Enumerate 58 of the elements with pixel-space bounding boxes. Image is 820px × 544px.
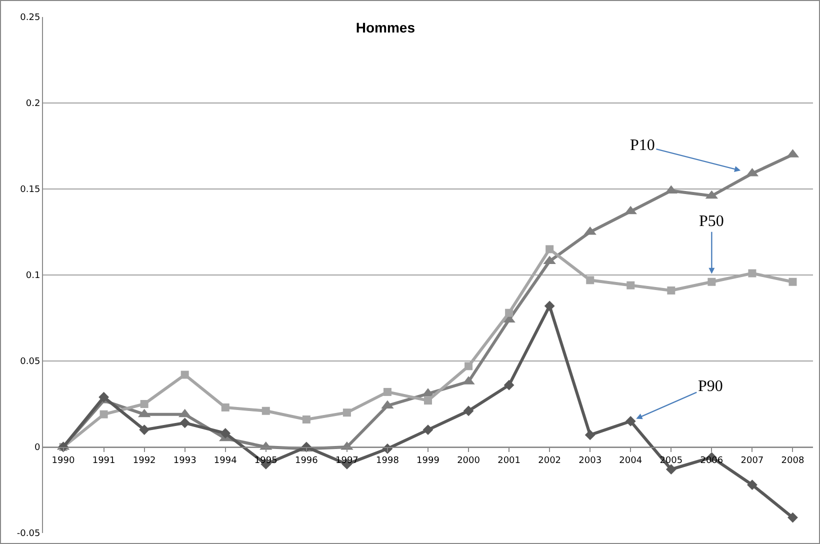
x-tick-label: 1991 — [92, 456, 116, 466]
point — [504, 380, 514, 390]
point — [747, 480, 758, 490]
point — [180, 370, 189, 379]
x-tick-label: 2003 — [578, 456, 602, 466]
x-tick-label: 2008 — [781, 456, 804, 466]
point — [422, 424, 434, 435]
y-tick-label: 0.1 — [26, 271, 40, 282]
point — [584, 430, 596, 440]
x-tick-label: 1992 — [132, 456, 156, 466]
point — [100, 410, 108, 418]
point — [180, 418, 190, 428]
x-tick-label: 2002 — [538, 456, 562, 466]
point — [98, 392, 109, 402]
x-tick-label: 1999 — [416, 456, 440, 466]
x-tick-label: 2001 — [498, 456, 521, 466]
y-tick-label: 0.05 — [20, 357, 40, 368]
point — [424, 396, 432, 405]
point — [625, 416, 636, 426]
point — [464, 362, 473, 370]
point — [708, 278, 716, 286]
point — [626, 281, 635, 290]
annotation: P10 — [630, 137, 655, 154]
point — [140, 400, 148, 408]
x-tick-label: 1998 — [376, 456, 400, 466]
point — [748, 269, 756, 278]
annotation: P50 — [699, 213, 724, 230]
x-tick-label: 1996 — [294, 456, 318, 466]
point — [221, 403, 230, 412]
y-tick-label: 0.15 — [20, 185, 40, 196]
x-tick-label: 2004 — [619, 456, 642, 466]
x-tick-label: 1994 — [214, 456, 238, 466]
x-tick-label: 2007 — [740, 456, 764, 466]
point — [667, 286, 676, 294]
point — [544, 300, 555, 312]
x-tick-label: 2000 — [457, 456, 480, 466]
y-tick-label: 0 — [34, 443, 40, 454]
point — [546, 245, 554, 254]
point — [342, 408, 351, 417]
x-tick-label: 1993 — [173, 456, 196, 466]
point — [586, 276, 594, 284]
x-tick-label: 2006 — [700, 456, 724, 466]
point — [788, 278, 797, 286]
point — [220, 428, 231, 438]
y-tick-label: -0.05 — [16, 529, 40, 540]
point — [139, 424, 150, 435]
point — [505, 308, 514, 317]
point — [463, 406, 474, 416]
point — [788, 512, 798, 523]
point — [383, 388, 392, 396]
y-tick-label: 0.25 — [20, 13, 40, 24]
point — [262, 406, 270, 415]
point — [666, 464, 676, 475]
y-tick-label: 0.2 — [26, 99, 40, 110]
point — [302, 415, 310, 424]
chart-title: Hommes — [356, 19, 416, 36]
annotation: P90 — [698, 378, 723, 395]
x-tick-label: 1990 — [52, 456, 75, 466]
